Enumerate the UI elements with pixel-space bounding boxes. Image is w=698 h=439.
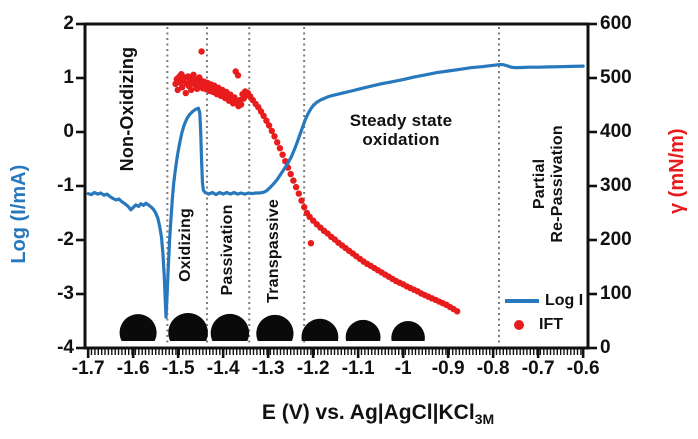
plot-frame <box>83 22 590 350</box>
ift-data-point <box>260 112 267 120</box>
y-left-tick-label: 0 <box>63 121 74 142</box>
partial-line1: Partial <box>531 158 549 210</box>
x-axis-title-main: E (V) vs. Ag|AgCl|KCl <box>261 401 475 424</box>
droplet-photo-icon <box>256 314 294 341</box>
ift-data-point <box>190 71 197 79</box>
x-tick-label: -0.6 <box>566 358 600 379</box>
ift-data-point <box>276 145 284 152</box>
ift-data-point <box>292 183 300 191</box>
ift-data-point <box>268 127 275 135</box>
ift-data-point <box>279 151 286 158</box>
droplet-photo-icon <box>301 318 339 341</box>
y-right-tick-label: 200 <box>600 229 632 250</box>
y-right-tick-label: 500 <box>600 67 632 88</box>
ift-data-point <box>295 190 302 197</box>
x-tick-label: -1.1 <box>341 358 375 379</box>
x-tick-label: -0.9 <box>431 358 465 379</box>
y-right-tick-label: 300 <box>600 175 632 196</box>
legend: Log I IFT <box>505 292 583 334</box>
y-left-tick-label: 2 <box>63 13 74 34</box>
ift-data-point <box>454 308 461 315</box>
y-left-tick-label: -1 <box>57 175 74 196</box>
region-label-partial-repassivation: Partial Re-Passivation <box>531 109 567 259</box>
y-left-axis-title: Log (I/mA) <box>7 164 30 264</box>
x-tick-label: -1.3 <box>251 358 285 379</box>
ift-data-point <box>182 89 189 97</box>
y-right-tick-label: 100 <box>600 283 632 304</box>
legend-item-ift: IFT <box>505 316 583 334</box>
y-right-tick-label: 600 <box>600 13 632 34</box>
x-axis-title: E (V) vs. Ag|AgCl|KCl3M <box>203 401 553 428</box>
ift-data-point <box>198 48 205 55</box>
ift-data-point <box>274 139 281 146</box>
droplet-photo-icon <box>168 312 208 341</box>
log-i-line-swatch <box>505 299 539 303</box>
ift-data-point <box>271 133 278 140</box>
ift-dot-swatch <box>514 320 524 330</box>
x-tick-label: -0.7 <box>521 358 555 379</box>
y-left-tick-label: -4 <box>57 337 74 358</box>
ift-data-point <box>301 203 308 211</box>
droplet-photo-icon <box>391 321 425 341</box>
y-right-axis-title: γ (mN/m) <box>665 128 688 214</box>
droplet-photo-icon <box>119 314 157 341</box>
ift-data-point <box>234 72 242 79</box>
ift-data-point <box>188 86 195 94</box>
x-axis-title-subscript: 3M <box>474 411 495 428</box>
legend-ift-label: IFT <box>539 316 563 333</box>
region-label-passivation: Passivation <box>219 204 237 296</box>
ift-data-point <box>307 240 315 247</box>
y-left-tick-label: 1 <box>63 67 74 88</box>
x-tick-label: -1.7 <box>71 358 105 379</box>
x-tick-label: -1.5 <box>161 358 195 379</box>
x-tick-label: -1.2 <box>296 358 330 379</box>
ift-data-point <box>179 84 186 91</box>
ift-data-point <box>298 197 305 204</box>
ift-data-point <box>263 117 270 124</box>
y-left-tick-label: -3 <box>57 283 74 304</box>
ift-data-point <box>237 101 245 108</box>
steady-state-line1: Steady state <box>349 111 453 130</box>
x-tick-label: -1.6 <box>116 358 150 379</box>
partial-line2: Re-Passivation <box>549 125 566 243</box>
x-tick-label: -1 <box>394 358 412 379</box>
ift-data-point <box>287 170 294 178</box>
droplet-photo-icon <box>345 319 381 341</box>
y-right-tick-label: 400 <box>600 121 632 142</box>
region-label-oxidizing: Oxidizing <box>177 208 195 282</box>
droplet-photo-icon <box>210 313 250 341</box>
log-i-curve <box>86 62 585 319</box>
region-label-steady-state: Steady state oxidation <box>321 111 481 149</box>
x-tick-label: -0.8 <box>476 358 510 379</box>
ift-data-point <box>265 122 273 129</box>
y-left-tick-label: -2 <box>57 229 74 250</box>
ift-data-point <box>290 177 297 184</box>
x-tick-label: -1.4 <box>206 358 240 379</box>
y-right-tick-label: 0 <box>600 337 611 358</box>
region-label-non-oxidizing: Non-Oxidizing <box>116 46 137 172</box>
legend-item-log-i: Log I <box>505 292 583 310</box>
steady-state-line2: oxidation <box>362 130 440 150</box>
legend-log-i-label: Log I <box>545 292 584 309</box>
region-label-transpassive: Transpassive <box>265 199 283 303</box>
